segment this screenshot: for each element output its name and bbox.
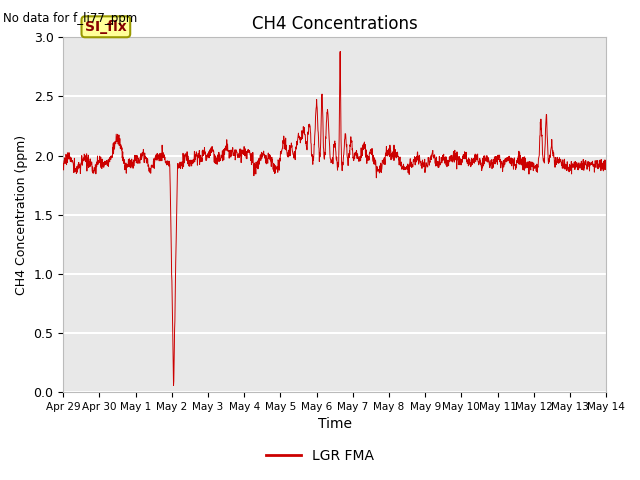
Text: SI_flx: SI_flx <box>85 20 127 34</box>
Y-axis label: CH4 Concentration (ppm): CH4 Concentration (ppm) <box>15 135 28 295</box>
Title: CH4 Concentrations: CH4 Concentrations <box>252 15 417 33</box>
Legend: LGR FMA: LGR FMA <box>260 443 380 468</box>
Text: No data for f_li77_ppm: No data for f_li77_ppm <box>3 12 138 25</box>
X-axis label: Time: Time <box>317 418 351 432</box>
